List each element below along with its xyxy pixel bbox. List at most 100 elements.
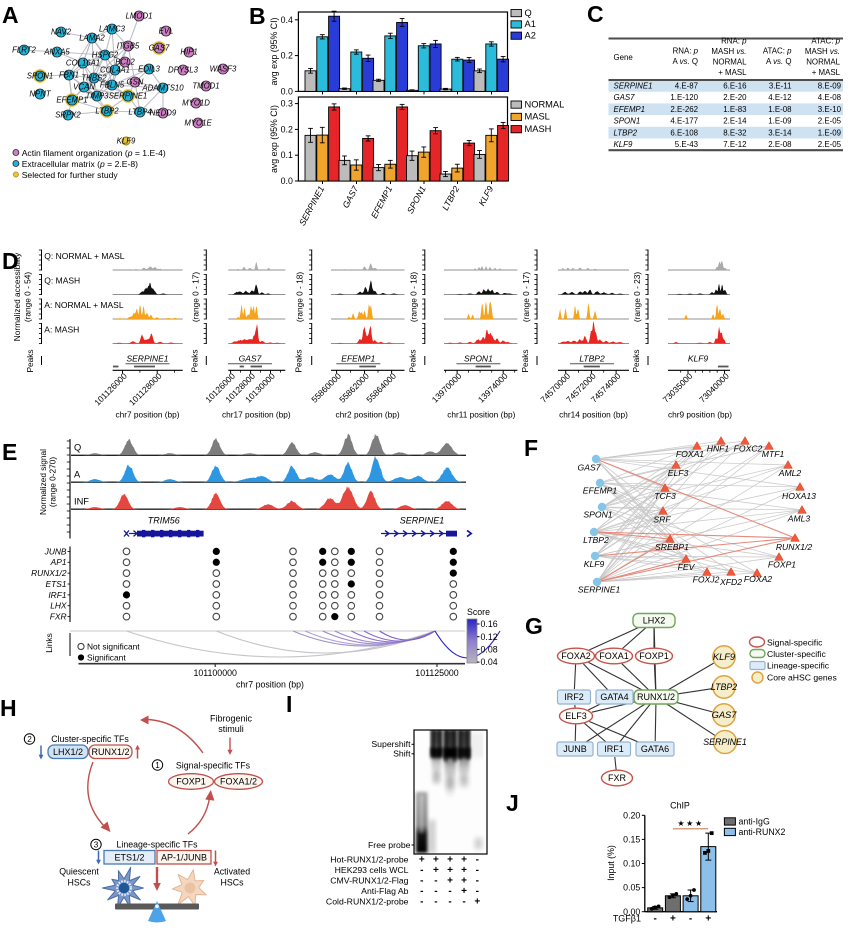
svg-text:0.08: 0.08 (481, 645, 498, 655)
svg-text:+: + (419, 855, 425, 866)
svg-text:avg exp (95% CI): avg exp (95% CI) (269, 105, 279, 173)
svg-text:Score: Score (467, 607, 490, 617)
svg-text:Q: MASH: Q: MASH (44, 275, 80, 285)
svg-text:-: - (476, 876, 479, 887)
svg-text:MTF1: MTF1 (762, 449, 785, 459)
svg-text:A2: A2 (525, 31, 536, 41)
svg-text:(range 0 - 23): (range 0 - 23) (632, 272, 642, 323)
svg-text:FLRT2: FLRT2 (12, 45, 36, 54)
svg-text:HEK293 cells WCL: HEK293 cells WCL (335, 865, 409, 875)
svg-text:ADAMTS10: ADAMTS10 (141, 83, 184, 92)
svg-text:NPNT: NPNT (29, 89, 51, 98)
svg-text:Anti-Flag Ab: Anti-Flag Ab (361, 886, 408, 896)
svg-text:KLF9: KLF9 (117, 136, 136, 145)
svg-text:chr14 position (bp): chr14 position (bp) (559, 410, 628, 420)
svg-text:8.E-09: 8.E-09 (818, 82, 842, 91)
svg-text:KLF9: KLF9 (688, 354, 709, 364)
svg-text:LAMC3: LAMC3 (99, 24, 126, 33)
svg-text:KLF9: KLF9 (614, 140, 633, 149)
svg-text:2.E-08: 2.E-08 (768, 140, 792, 149)
svg-text:2.E-262: 2.E-262 (670, 105, 698, 114)
svg-text:LTBP2: LTBP2 (711, 682, 737, 692)
svg-text:LTBP2: LTBP2 (614, 128, 638, 137)
svg-text:SERPINE1: SERPINE1 (703, 737, 747, 747)
svg-text:RNA: p: RNA: p (673, 47, 699, 56)
svg-text:SREBP1: SREBP1 (655, 542, 689, 552)
svg-text:1.E-120: 1.E-120 (670, 93, 698, 102)
svg-text:MASL: MASL (525, 112, 550, 122)
svg-text:NORMAL: NORMAL (713, 58, 747, 67)
svg-text:4.E-12: 4.E-12 (768, 93, 791, 102)
svg-text:TIMP3: TIMP3 (86, 91, 110, 100)
svg-text:(range 0 - 54): (range 0 - 54) (23, 272, 33, 323)
svg-text:CMV-RUNX1/2-Flag: CMV-RUNX1/2-Flag (330, 876, 408, 886)
svg-text:JUNB: JUNB (44, 546, 67, 556)
svg-text:-: - (654, 914, 657, 925)
svg-text:chr2 position (bp): chr2 position (bp) (336, 410, 400, 420)
svg-text:1.E-08: 1.E-08 (768, 105, 792, 114)
svg-text:Peaks: Peaks (25, 349, 35, 372)
svg-text:+ MASL: + MASL (812, 68, 841, 77)
svg-text:Cluster-specific: Cluster-specific (767, 649, 826, 659)
svg-text:FOXA2: FOXA2 (561, 651, 591, 661)
svg-text:HNF1: HNF1 (707, 444, 730, 454)
svg-text:+: + (461, 876, 467, 887)
svg-text:chr7 position (bp): chr7 position (bp) (115, 410, 179, 420)
svg-text:Peaks: Peaks (294, 349, 304, 372)
svg-text:SPON1: SPON1 (583, 510, 612, 520)
svg-text:2.E-05: 2.E-05 (818, 140, 842, 149)
svg-text:+: + (461, 886, 467, 897)
svg-text:Lineage-specific TFs: Lineage-specific TFs (116, 840, 198, 850)
svg-text:GAS7: GAS7 (712, 710, 738, 720)
svg-text:Quiescent: Quiescent (59, 867, 99, 877)
svg-text:ChIP: ChIP (670, 801, 690, 811)
svg-text:-: - (476, 865, 479, 876)
svg-text:0.0: 0.0 (281, 176, 293, 186)
svg-text:I: I (286, 691, 292, 717)
svg-text:RUNX1/2: RUNX1/2 (637, 692, 675, 702)
svg-text:TRIM56: TRIM56 (148, 515, 180, 525)
svg-text:SPON1: SPON1 (27, 71, 53, 80)
svg-text:COL16A1: COL16A1 (66, 58, 100, 67)
svg-text:anti-RUNX2: anti-RUNX2 (739, 827, 786, 837)
svg-text:Hot-RUNX1/2-probe: Hot-RUNX1/2-probe (330, 855, 408, 865)
svg-text:Supershift: Supershift (371, 739, 411, 749)
svg-text:2.E-20: 2.E-20 (723, 93, 747, 102)
svg-text:LTBP2: LTBP2 (583, 535, 609, 545)
svg-text:0.05: 0.05 (623, 883, 640, 893)
svg-text:RUNX1/2: RUNX1/2 (776, 542, 813, 552)
svg-text:MASH: MASH (525, 124, 552, 134)
svg-text:-: - (420, 865, 423, 876)
svg-text:FBN1: FBN1 (59, 70, 79, 79)
svg-text:+: + (447, 855, 453, 866)
svg-text:0.0: 0.0 (281, 86, 293, 96)
svg-text:Activated: Activated (214, 867, 250, 877)
svg-text:LTBP2: LTBP2 (579, 354, 605, 364)
svg-text:FOXA1: FOXA1 (676, 449, 704, 459)
svg-text:-: - (448, 886, 451, 897)
svg-text:3.E-11: 3.E-11 (769, 82, 792, 91)
svg-text:chr17 position (bp): chr17 position (bp) (222, 410, 291, 420)
svg-text:Cluster-specific TFs: Cluster-specific TFs (51, 734, 129, 744)
svg-text:FOXP1: FOXP1 (639, 651, 669, 661)
svg-text:MYO1D: MYO1D (182, 98, 210, 107)
svg-text:+: + (433, 855, 439, 866)
svg-text:+: + (433, 865, 439, 876)
svg-text:(range 0 - 18): (range 0 - 18) (295, 272, 305, 323)
svg-text:+: + (461, 865, 467, 876)
svg-text:SERPINE1: SERPINE1 (400, 515, 445, 525)
svg-text:A: A (74, 470, 81, 480)
svg-text:6.E-16: 6.E-16 (723, 82, 747, 91)
svg-text:+: + (474, 897, 480, 908)
svg-text:0.2: 0.2 (281, 51, 293, 61)
svg-text:LTBP4: LTBP4 (128, 107, 152, 116)
svg-text:(range 0 - 17): (range 0 - 17) (521, 272, 531, 323)
svg-text:Signal-specific: Signal-specific (767, 638, 823, 648)
svg-text:NORMAL: NORMAL (806, 58, 840, 67)
svg-text:ANXA5: ANXA5 (43, 47, 70, 56)
svg-text:+: + (705, 914, 711, 925)
svg-text:5.E-43: 5.E-43 (675, 140, 699, 149)
svg-text:MASH vs.: MASH vs. (805, 47, 840, 56)
svg-text:avg exp (95% CI): avg exp (95% CI) (269, 17, 279, 85)
svg-text:SPON1: SPON1 (614, 117, 641, 126)
